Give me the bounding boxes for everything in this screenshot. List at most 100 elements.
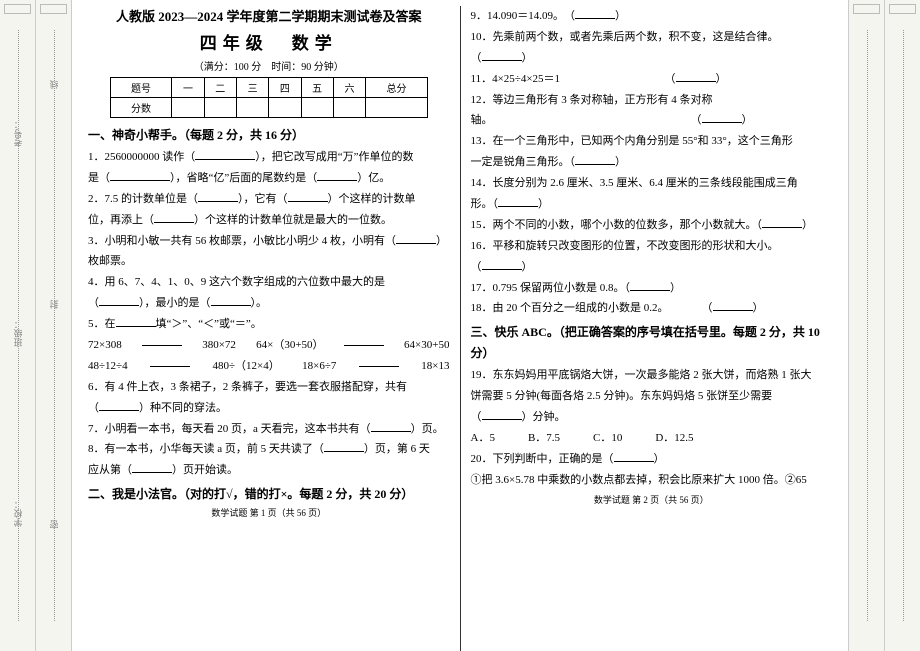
blank[interactable] — [482, 259, 522, 270]
question-19b: 饼需要 5 分钟(每面各烙 2.5 分钟)。东东妈妈烙 5 张饼至少需要 — [471, 386, 833, 407]
question-12: 12．等边三角形有 3 条对称轴，正方形有 4 条对称 — [471, 90, 833, 111]
blank[interactable] — [198, 191, 238, 202]
section-title: 一、神奇小帮手。（每题 2 分，共 16 分） — [88, 126, 450, 143]
th: 四 — [269, 78, 301, 98]
section-title: 二、我是小法官。（对的打√，错的打×。每题 2 分，共 20 分） — [88, 485, 450, 502]
th: 六 — [333, 78, 365, 98]
th: 题号 — [110, 78, 172, 98]
blank[interactable] — [195, 149, 255, 160]
exam-page: 考号： 班级： 学校： 线 封 密 人教版 2023—2024 学年度第二学期期… — [0, 0, 920, 651]
margin-label: 学校： — [11, 500, 24, 527]
blank[interactable] — [676, 71, 716, 82]
right-binding-strip — [848, 0, 884, 651]
blank[interactable] — [132, 462, 172, 473]
question-6: 6．有 4 件上衣，3 条裙子，2 条裤子，要选一套衣服搭配穿，共有 — [88, 377, 450, 398]
margin-label: 班级： — [11, 320, 24, 347]
question-19c: （）分钟。 — [471, 407, 833, 428]
fold-line — [903, 30, 904, 621]
question-20: 20．下列判断中，正确的是（） — [471, 449, 833, 470]
question-8: 8．有一本书，小华每天读 a 页，前 5 天共读了（）页，第 6 天 — [88, 439, 450, 460]
blank[interactable] — [371, 421, 411, 432]
blank[interactable] — [116, 316, 156, 327]
question-14: 14．长度分别为 2.6 厘米、3.5 厘米、6.4 厘米的三条线段能围成三角 — [471, 173, 833, 194]
exam-title: 人教版 2023—2024 学年度第二学期期末测试卷及答案 — [88, 6, 450, 25]
question-11: 11．4×25÷4×25＝1 （） — [471, 69, 833, 90]
margin-marker — [4, 4, 31, 14]
question-15: 15．两个不同的小数，哪个小数的位数多，那个小数就大。（） — [471, 215, 833, 236]
question-13b: 一定是锐角三角形。（） — [471, 152, 833, 173]
blank[interactable] — [344, 335, 384, 346]
question-19-opts: A．5 B．7.5 C．10 D．12.5 — [471, 428, 833, 449]
page-number: 数学试题 第 1 页（共 56 页） — [88, 506, 450, 519]
margin-marker — [889, 4, 916, 14]
question-3b: 枚邮票。 — [88, 251, 450, 272]
question-17: 17．0.795 保留两位小数是 0.8。（） — [471, 278, 833, 299]
math-row-2: 48÷12÷4480÷（12×4） 18×6÷718×13 — [88, 356, 450, 377]
blank[interactable] — [482, 50, 522, 61]
question-13: 13．在一个三角形中，已知两个内角分别是 55°和 33°，这个三角形 — [471, 131, 833, 152]
blank[interactable] — [614, 451, 654, 462]
blank[interactable] — [702, 112, 742, 123]
blank[interactable] — [150, 356, 190, 367]
td — [366, 98, 428, 118]
question-16b: （） — [471, 257, 833, 278]
left-binding-strip: 考号： 班级： 学校： — [0, 0, 36, 651]
blank[interactable] — [211, 295, 251, 306]
right-binding-strip-2 — [884, 0, 920, 651]
th: 总分 — [366, 78, 428, 98]
question-10: 10．先乘前两个数，或者先乘后两个数，积不变，这是结合律。 — [471, 27, 833, 48]
blank[interactable] — [288, 191, 328, 202]
question-6b: （）种不同的穿法。 — [88, 398, 450, 419]
blank[interactable] — [324, 441, 364, 452]
question-9: 9．14.090＝14.09。 （） — [471, 6, 833, 27]
question-1: 1．2560000000 读作（），把它改写成用“万”作单位的数 — [88, 147, 450, 168]
question-7: 7．小明看一本书，每天看 20 页，a 天看完，这本书共有（）页。 — [88, 419, 450, 440]
question-12b: 轴。 （） — [471, 110, 833, 131]
td — [333, 98, 365, 118]
blank[interactable] — [142, 335, 182, 346]
question-4: 4．用 6、7、4、1、0、9 这六个数字组成的六位数中最大的是 — [88, 272, 450, 293]
question-2b: 位，再添上（）个这样的计数单位就是最大的一位数。 — [88, 210, 450, 231]
blank[interactable] — [482, 409, 522, 420]
blank[interactable] — [359, 356, 399, 367]
blank[interactable] — [630, 280, 670, 291]
question-2: 2．7.5 的计数单位是（），它有（）个这样的计数单 — [88, 189, 450, 210]
margin-label: 封 — [47, 300, 60, 309]
blank[interactable] — [575, 154, 615, 165]
exam-subtitle: 四年级 数学 — [88, 29, 450, 54]
fold-line — [867, 30, 868, 621]
blank[interactable] — [154, 212, 194, 223]
question-20b: ①把 3.6×5.78 中乘数的小数点都去掉，积会比原来扩大 1000 倍。②6… — [471, 470, 833, 491]
blank[interactable] — [575, 8, 615, 19]
page-number: 数学试题 第 2 页（共 56 页） — [471, 493, 833, 506]
column-left: 人教版 2023—2024 学年度第二学期期末测试卷及答案 四年级 数学 （满分… — [78, 6, 461, 651]
question-16: 16．平移和旋转只改变图形的位置，不改变图形的形状和大小。 — [471, 236, 833, 257]
blank[interactable] — [110, 170, 170, 181]
th: 一 — [172, 78, 204, 98]
content-area: 人教版 2023—2024 学年度第二学期期末测试卷及答案 四年级 数学 （满分… — [72, 0, 848, 651]
margin-label: 密 — [47, 520, 60, 529]
td — [236, 98, 268, 118]
blank[interactable] — [762, 217, 802, 228]
left-binding-strip-2: 线 封 密 — [36, 0, 72, 651]
blank[interactable] — [396, 233, 436, 244]
blank[interactable] — [498, 196, 538, 207]
blank[interactable] — [99, 400, 139, 411]
margin-label: 考号： — [11, 120, 24, 147]
fold-line — [54, 30, 55, 621]
score-table: 题号 一 二 三 四 五 六 总分 分数 — [110, 77, 428, 118]
td — [301, 98, 333, 118]
question-18: 18．由 20 个百分之一组成的小数是 0.2。 （） — [471, 298, 833, 319]
section-title: 三、快乐 ABC。（把正确答案的序号填在括号里。每题 2 分，共 10 — [471, 323, 833, 340]
blank[interactable] — [99, 295, 139, 306]
question-10b: （） — [471, 48, 833, 69]
question-5: 5．在填“＞”、“＜”或“＝”。 — [88, 314, 450, 335]
question-1b: 是（），省略“亿”后面的尾数约是（）亿。 — [88, 168, 450, 189]
td — [269, 98, 301, 118]
math-row-1: 72×308380×72 64×（30+50）64×30+50 — [88, 335, 450, 356]
blank[interactable] — [317, 170, 357, 181]
td — [172, 98, 204, 118]
blank[interactable] — [713, 300, 753, 311]
question-8b: 应从第（）页开始读。 — [88, 460, 450, 481]
margin-label: 线 — [47, 80, 60, 89]
